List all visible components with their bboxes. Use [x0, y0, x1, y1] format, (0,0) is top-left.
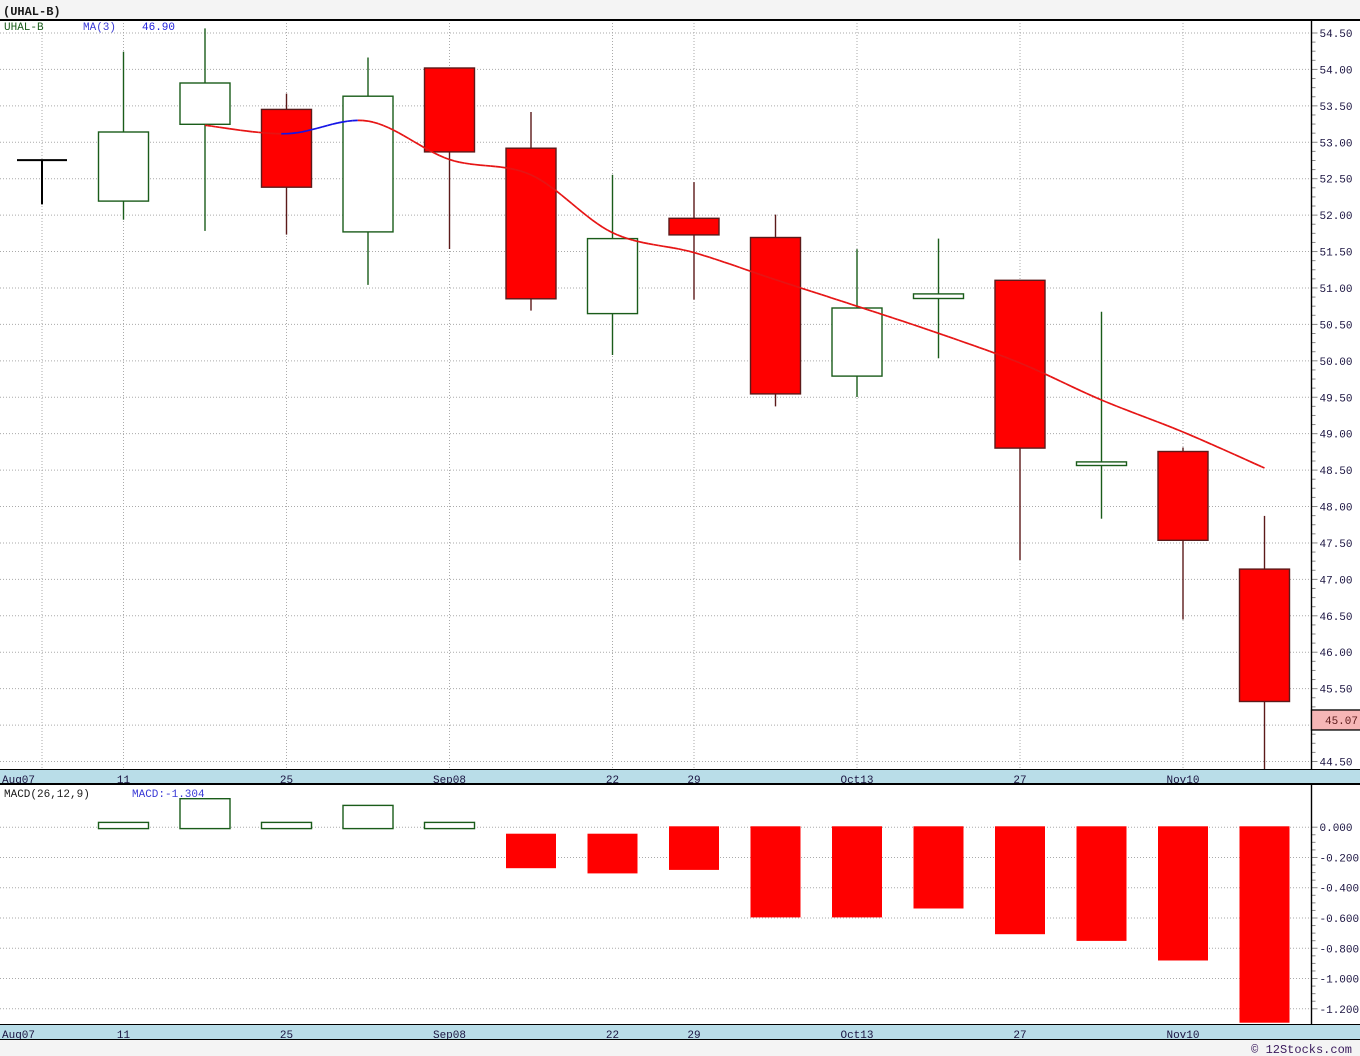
- svg-text:53.50: 53.50: [1320, 102, 1353, 114]
- svg-text:46.00: 46.00: [1320, 648, 1353, 660]
- svg-text:52.50: 52.50: [1320, 175, 1353, 187]
- svg-text:49.00: 49.00: [1320, 430, 1353, 442]
- svg-text:54.00: 54.00: [1320, 65, 1353, 77]
- svg-text:44.50: 44.50: [1320, 758, 1353, 770]
- svg-text:(UHAL-B): (UHAL-B): [3, 5, 61, 19]
- svg-text:UHAL-B: UHAL-B: [4, 22, 44, 34]
- svg-text:51.50: 51.50: [1320, 248, 1353, 260]
- svg-text:-0.200: -0.200: [1320, 853, 1360, 865]
- svg-text:46.50: 46.50: [1320, 612, 1353, 624]
- svg-text:-0.400: -0.400: [1320, 884, 1360, 896]
- svg-text:53.00: 53.00: [1320, 138, 1353, 150]
- svg-text:-1.200: -1.200: [1320, 1005, 1360, 1017]
- svg-text:46.90: 46.90: [142, 22, 175, 34]
- svg-text:45.07: 45.07: [1325, 716, 1358, 728]
- svg-text:48.00: 48.00: [1320, 503, 1353, 515]
- svg-text:50.50: 50.50: [1320, 320, 1353, 332]
- svg-text:MACD(26,12,9): MACD(26,12,9): [4, 789, 90, 801]
- svg-text:47.50: 47.50: [1320, 539, 1353, 551]
- svg-text:52.00: 52.00: [1320, 211, 1353, 223]
- svg-text:48.50: 48.50: [1320, 466, 1353, 478]
- svg-text:50.00: 50.00: [1320, 357, 1353, 369]
- svg-text:45.50: 45.50: [1320, 685, 1353, 697]
- svg-text:49.50: 49.50: [1320, 393, 1353, 405]
- svg-text:51.00: 51.00: [1320, 284, 1353, 296]
- svg-text:47.00: 47.00: [1320, 575, 1353, 587]
- svg-text:-0.800: -0.800: [1320, 944, 1360, 956]
- svg-text:-1.000: -1.000: [1320, 975, 1360, 987]
- svg-text:54.50: 54.50: [1320, 29, 1353, 41]
- svg-text:MA(3): MA(3): [83, 22, 116, 34]
- svg-text:-0.600: -0.600: [1320, 914, 1360, 926]
- svg-text:© 12Stocks.com: © 12Stocks.com: [1251, 1043, 1352, 1056]
- svg-text:0.000: 0.000: [1320, 823, 1353, 835]
